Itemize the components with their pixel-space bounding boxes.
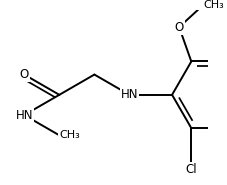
Text: O: O	[175, 21, 184, 34]
Text: HN: HN	[15, 109, 33, 122]
Text: HN: HN	[121, 88, 138, 101]
Text: O: O	[20, 68, 29, 81]
Text: CH₃: CH₃	[203, 0, 224, 10]
Text: CH₃: CH₃	[59, 130, 80, 140]
Text: Cl: Cl	[185, 163, 197, 176]
